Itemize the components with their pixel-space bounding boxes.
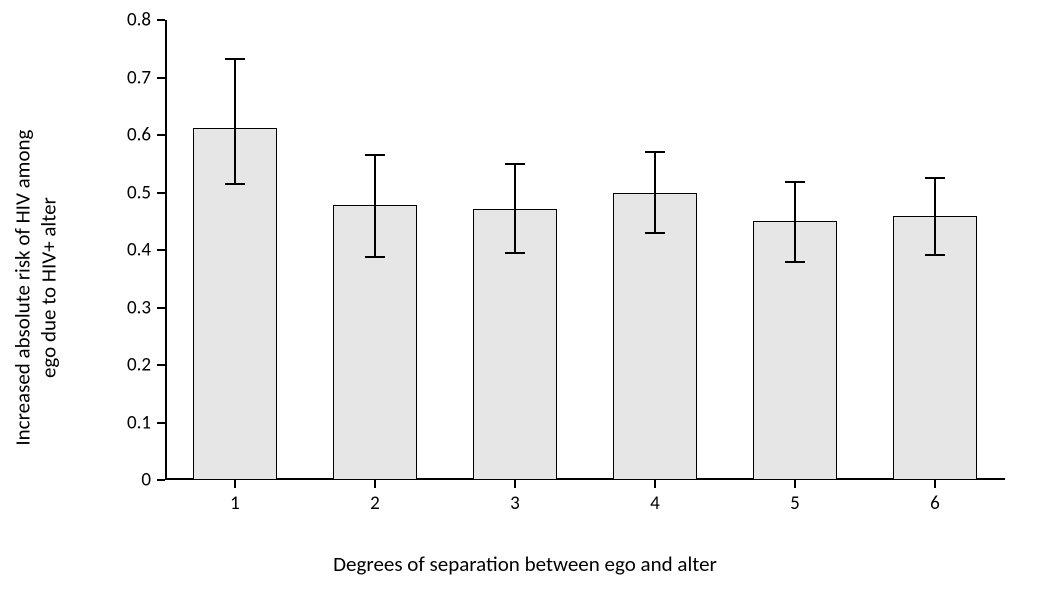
errorbar-cap (365, 256, 385, 258)
x-axis-label: Degrees of separation between ego and al… (0, 551, 1050, 577)
y-tick (157, 479, 165, 481)
y-tick-label: 0.8 (101, 9, 151, 32)
x-tick-label: 4 (650, 492, 660, 515)
plot-area: 00.10.20.30.40.50.60.70.8123456 (165, 20, 1005, 480)
x-axis-line (165, 478, 1005, 480)
y-tick (157, 307, 165, 309)
x-tick (514, 480, 516, 488)
y-tick (157, 422, 165, 424)
errorbar-cap (785, 181, 805, 183)
y-tick (157, 134, 165, 136)
errorbar-line (234, 59, 236, 184)
x-tick (794, 480, 796, 488)
errorbar-cap (925, 254, 945, 256)
errorbar-cap (505, 163, 525, 165)
y-tick-label: 0.2 (101, 354, 151, 377)
errorbar-line (374, 155, 376, 257)
x-tick (934, 480, 936, 488)
y-tick-label: 0.5 (101, 181, 151, 204)
y-tick-label: 0.1 (101, 411, 151, 434)
y-tick-label: 0 (101, 469, 151, 492)
x-tick-label: 6 (930, 492, 940, 515)
errorbar-line (654, 152, 656, 233)
y-tick-label: 0.6 (101, 124, 151, 147)
errorbar-cap (645, 151, 665, 153)
y-tick (157, 77, 165, 79)
x-tick (374, 480, 376, 488)
y-tick-label: 0.4 (101, 239, 151, 262)
errorbar-cap (225, 183, 245, 185)
y-tick-label: 0.7 (101, 66, 151, 89)
errorbar-line (794, 182, 796, 261)
errorbar-cap (925, 177, 945, 179)
errorbar-line (514, 164, 516, 253)
y-tick (157, 249, 165, 251)
errorbar-cap (785, 261, 805, 263)
y-tick (157, 19, 165, 21)
x-tick-label: 3 (510, 492, 520, 515)
x-tick (234, 480, 236, 488)
y-axis-label: Increased absolute risk of HIV among ego… (9, 129, 61, 445)
errorbar-line (934, 178, 936, 254)
chart-container: Increased absolute risk of HIV among ego… (0, 0, 1050, 595)
x-tick (654, 480, 656, 488)
errorbar-cap (645, 232, 665, 234)
y-tick (157, 364, 165, 366)
y-tick-label: 0.3 (101, 296, 151, 319)
y-axis-line (165, 20, 167, 480)
x-tick-label: 5 (790, 492, 800, 515)
y-tick (157, 192, 165, 194)
x-tick-label: 2 (370, 492, 380, 515)
errorbar-cap (505, 252, 525, 254)
errorbar-cap (365, 154, 385, 156)
x-tick-label: 1 (230, 492, 240, 515)
errorbar-cap (225, 58, 245, 60)
bar (613, 193, 697, 481)
